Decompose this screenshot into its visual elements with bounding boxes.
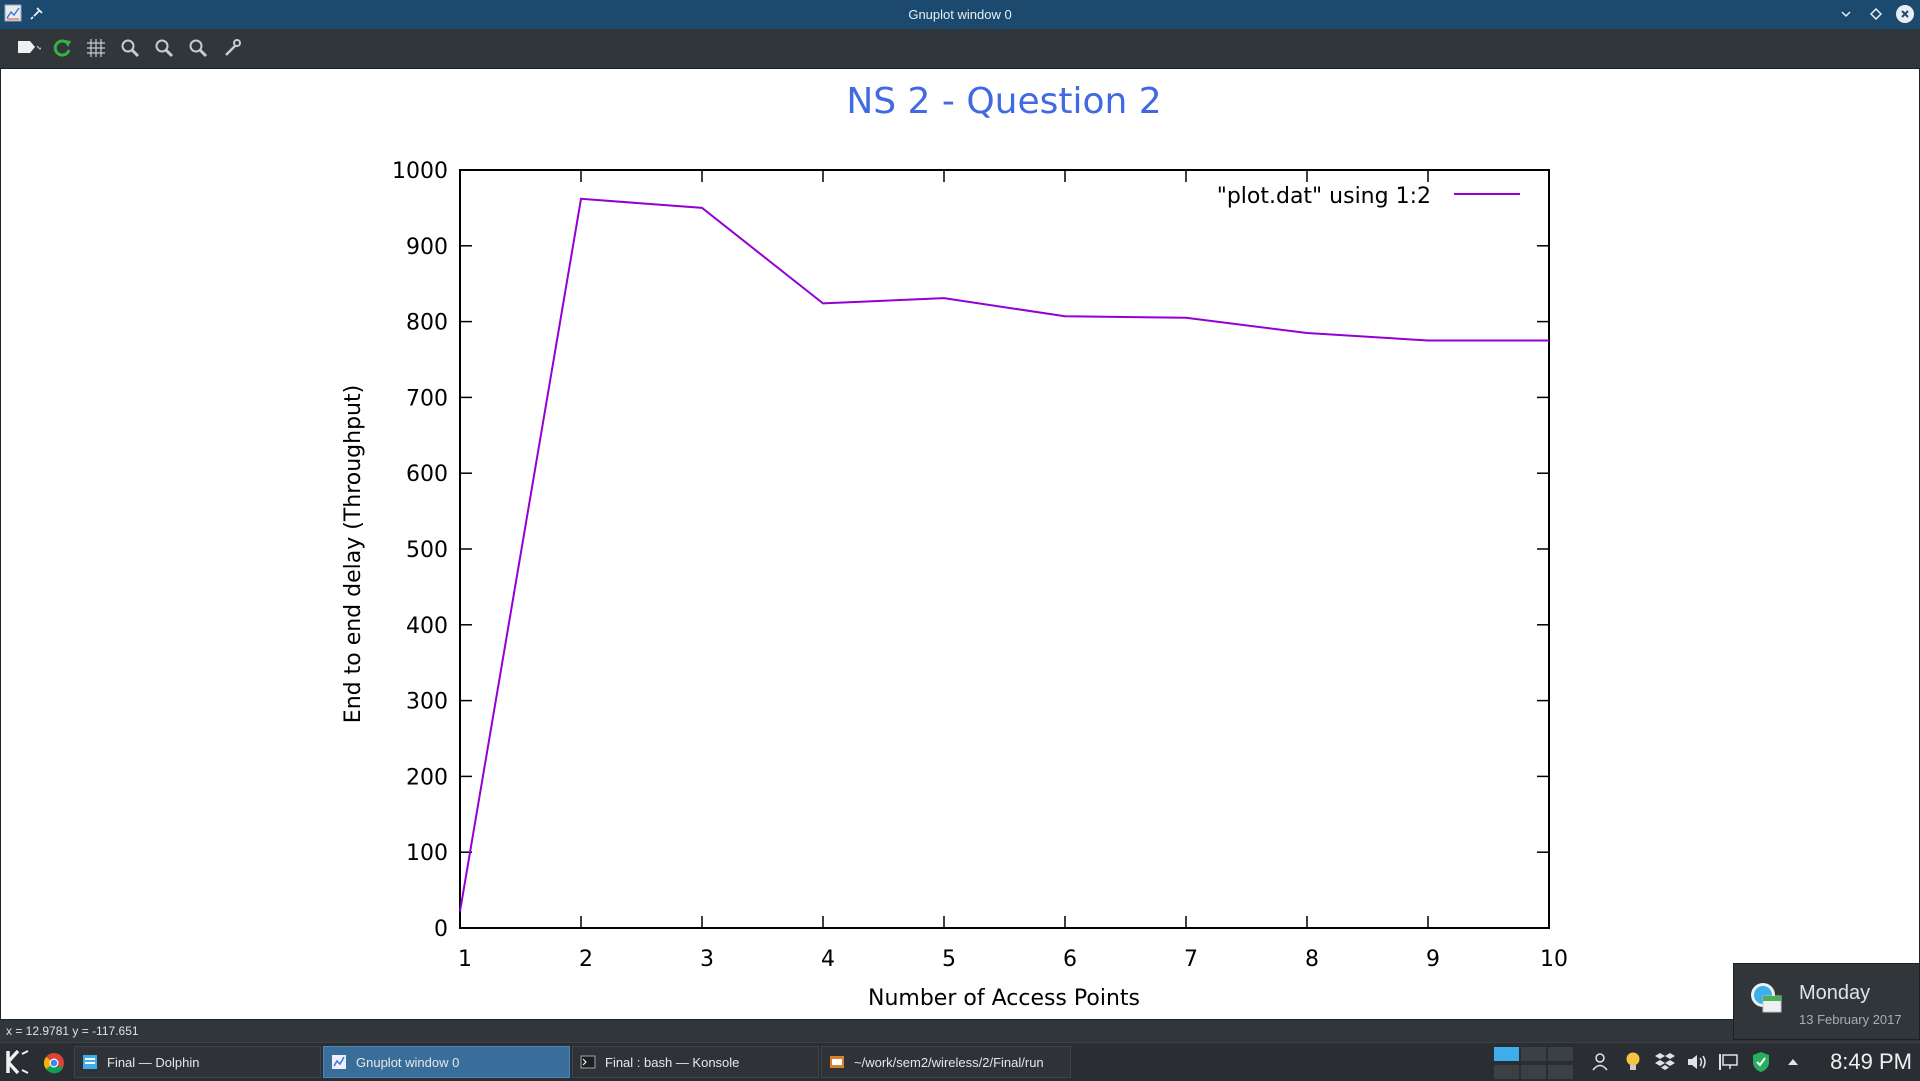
y-tick-label: 100: [406, 841, 448, 866]
x-tick-label: 6: [1063, 947, 1077, 972]
maximize-button[interactable]: [1866, 4, 1886, 24]
x-tick-label: 7: [1184, 947, 1198, 972]
task-konsole[interactable]: Final : bash — Konsole: [572, 1046, 819, 1078]
user-switch-icon[interactable]: [1590, 1051, 1612, 1073]
autoscale-button[interactable]: [184, 34, 212, 62]
task-label: Final — Dolphin: [107, 1054, 200, 1070]
network-icon[interactable]: [1718, 1051, 1740, 1073]
desktop-2[interactable]: [1521, 1047, 1546, 1061]
zoom-next-button[interactable]: [150, 34, 178, 62]
notification-date: 13 February 2017: [1799, 1012, 1902, 1027]
cursor-coordinates: x = 12.9781 y = -117.651: [6, 1024, 139, 1038]
pin-icon[interactable]: [30, 6, 44, 25]
chrome-launcher[interactable]: [43, 1052, 65, 1079]
y-tick-label: 0: [434, 917, 448, 942]
virtual-desktop-pager[interactable]: [1494, 1047, 1575, 1079]
close-button[interactable]: [1896, 5, 1914, 23]
x-tick-label: 4: [821, 947, 835, 972]
grid-icon: [87, 39, 105, 57]
zoom-icon: [121, 39, 140, 58]
task-label: Gnuplot window 0: [356, 1054, 460, 1070]
refresh-icon: [53, 39, 71, 57]
task-label: Final : bash — Konsole: [605, 1054, 740, 1070]
task-gnuplot[interactable]: Gnuplot window 0: [323, 1046, 570, 1078]
dolphin-icon: [81, 1053, 99, 1071]
chrome-icon: [44, 1053, 64, 1074]
shield-icon[interactable]: [1750, 1051, 1772, 1073]
app-icon[interactable]: [4, 4, 22, 27]
task-dolphin[interactable]: Final — Dolphin: [74, 1046, 321, 1078]
task-label: ~/work/sem2/wireless/2/Final/run: [854, 1054, 1044, 1070]
zoom-icon: [189, 39, 208, 58]
notification-day: Monday: [1799, 982, 1871, 1004]
statusbar: x = 12.9781 y = -117.651: [0, 1020, 1920, 1042]
y-axis-label: End to end delay (Throughput): [341, 385, 366, 723]
zoom-previous-button[interactable]: [116, 34, 144, 62]
window-titlebar[interactable]: Gnuplot window 0: [0, 0, 1920, 29]
y-tick-label: 1000: [392, 159, 448, 184]
y-tick-label: 800: [406, 311, 448, 336]
y-tick-label: 400: [406, 614, 448, 639]
diamond-icon: [1870, 8, 1882, 20]
wrench-icon: [225, 39, 241, 56]
export-icon: [18, 41, 41, 53]
x-axis-label: Number of Access Points: [868, 986, 1140, 1011]
line-chart: NS 2 - Question 2 0 100 200 300 400 500 600 700…: [341, 81, 1568, 1011]
chart-title: NS 2 - Question 2: [846, 81, 1161, 122]
application-launcher-button[interactable]: [4, 1048, 32, 1081]
gnuplot-icon: [330, 1053, 348, 1071]
text-editor-icon: [828, 1053, 846, 1071]
dropbox-icon[interactable]: [1654, 1051, 1676, 1073]
close-icon: [1901, 10, 1909, 18]
export-button[interactable]: [14, 34, 42, 62]
calendar-icon: [1751, 983, 1782, 1013]
lightbulb-icon[interactable]: [1622, 1051, 1644, 1073]
desktop-3[interactable]: [1548, 1047, 1573, 1061]
desktop-5[interactable]: [1521, 1065, 1546, 1079]
date-notification[interactable]: Monday 13 February 2017: [1733, 963, 1920, 1040]
minimize-button[interactable]: [1836, 4, 1856, 24]
zoom-icon: [155, 39, 174, 58]
task-editor[interactable]: ~/work/sem2/wireless/2/Final/run: [821, 1046, 1071, 1078]
x-tick-label: 1: [458, 947, 472, 972]
kde-logo-icon: [6, 1049, 29, 1075]
configure-button[interactable]: [218, 34, 246, 62]
x-tick-label: 5: [942, 947, 956, 972]
desktop-6[interactable]: [1548, 1065, 1573, 1079]
terminal-icon: [579, 1053, 597, 1071]
y-tick-label: 200: [406, 765, 448, 790]
series-line: [459, 197, 1549, 912]
x-tick-label: 10: [1540, 947, 1568, 972]
desktop-4[interactable]: [1494, 1065, 1519, 1079]
volume-icon[interactable]: [1686, 1051, 1708, 1073]
x-tick-label: 9: [1426, 947, 1440, 972]
plot-canvas[interactable]: NS 2 - Question 2 0 100 200 300 400 500 600 700…: [1, 69, 1919, 1019]
chevron-down-icon: [1841, 11, 1851, 18]
x-tick-label: 2: [579, 947, 593, 972]
system-tray: [1590, 1051, 1804, 1073]
x-tick-label: 8: [1305, 947, 1319, 972]
toolbar: [0, 29, 1920, 69]
replot-button[interactable]: [48, 34, 76, 62]
y-tick-label: 900: [406, 235, 448, 260]
y-tick-label: 700: [406, 386, 448, 411]
y-tick-label: 600: [406, 462, 448, 487]
clock[interactable]: 8:49 PM: [1830, 1049, 1912, 1074]
taskbar: Final — Dolphin Gnuplot window 0 Final :…: [0, 1042, 1920, 1081]
window-title: Gnuplot window 0: [908, 7, 1012, 22]
desktop-1[interactable]: [1494, 1047, 1519, 1061]
legend-label: "plot.dat" using 1:2: [1217, 184, 1431, 209]
expand-tray-icon[interactable]: [1782, 1051, 1804, 1073]
y-tick-label: 500: [406, 538, 448, 563]
grid-button[interactable]: [82, 34, 110, 62]
x-tick-label: 3: [700, 947, 714, 972]
plot-border: [459, 169, 1550, 929]
y-tick-label: 300: [406, 690, 448, 715]
